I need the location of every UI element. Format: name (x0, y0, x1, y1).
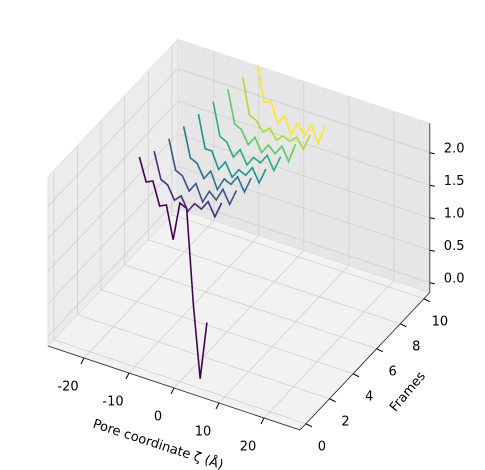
z-tick (429, 249, 435, 252)
series-line (256, 64, 326, 146)
grid-line (124, 264, 377, 350)
series-line (212, 101, 282, 173)
series-line (241, 76, 311, 151)
grid-line (171, 214, 425, 300)
y-tick-label: 8 (412, 339, 420, 354)
y-tick-label: 2 (341, 414, 349, 429)
y-tick-label: 6 (389, 364, 397, 379)
y-tick (423, 298, 431, 303)
x-tick (260, 417, 265, 425)
panes (47, 38, 431, 431)
series-line (138, 156, 208, 379)
y-tick (400, 323, 407, 328)
x-tick-label: 0 (154, 410, 162, 425)
x-tick-label: 20 (240, 440, 257, 455)
x-tick-label: 10 (195, 425, 212, 440)
y-tick-label: 4 (365, 389, 373, 404)
y-tick (352, 373, 360, 378)
grid-line (47, 165, 179, 305)
series-line (197, 113, 267, 185)
y-tick-label: 10 (432, 314, 449, 329)
grid-line (47, 68, 179, 207)
series-line (168, 138, 238, 207)
series-line (227, 89, 297, 164)
x-tick (125, 372, 130, 380)
x-tick (170, 387, 175, 395)
y-tick (376, 348, 383, 353)
axis-line (299, 292, 431, 431)
x-tick-label: -20 (57, 380, 78, 395)
z-tick (429, 184, 435, 187)
z-tick (429, 217, 435, 220)
z-tick-label: 0.0 (444, 271, 465, 286)
y-tick (305, 423, 313, 428)
axis-line (47, 345, 301, 431)
grid-line (53, 339, 307, 425)
z-tick (429, 282, 435, 285)
y-tick (329, 398, 336, 403)
z-tick (429, 152, 435, 155)
series-line (153, 150, 223, 219)
z-tick-label: 1.0 (444, 206, 465, 221)
z-tick-label: 2.0 (444, 141, 465, 156)
grid-line (177, 133, 430, 219)
grid-line (47, 198, 179, 337)
y-tick-label: 0 (318, 439, 326, 454)
z-tick-label: 1.5 (444, 174, 465, 189)
series-line (182, 126, 252, 195)
x-tick-label: -10 (102, 395, 123, 410)
grid-line (177, 198, 430, 284)
grid-line (47, 100, 179, 240)
grid-line (218, 265, 350, 404)
z-tick-label: 0.5 (444, 239, 465, 254)
grid-line (173, 250, 305, 389)
x-tick (80, 357, 85, 365)
grid-line (83, 220, 215, 359)
grid-line (100, 289, 354, 375)
grid-line (263, 280, 395, 419)
grid-line (177, 165, 430, 251)
grid-line (177, 68, 430, 154)
x-tick (215, 402, 220, 410)
grid-line (177, 100, 430, 186)
